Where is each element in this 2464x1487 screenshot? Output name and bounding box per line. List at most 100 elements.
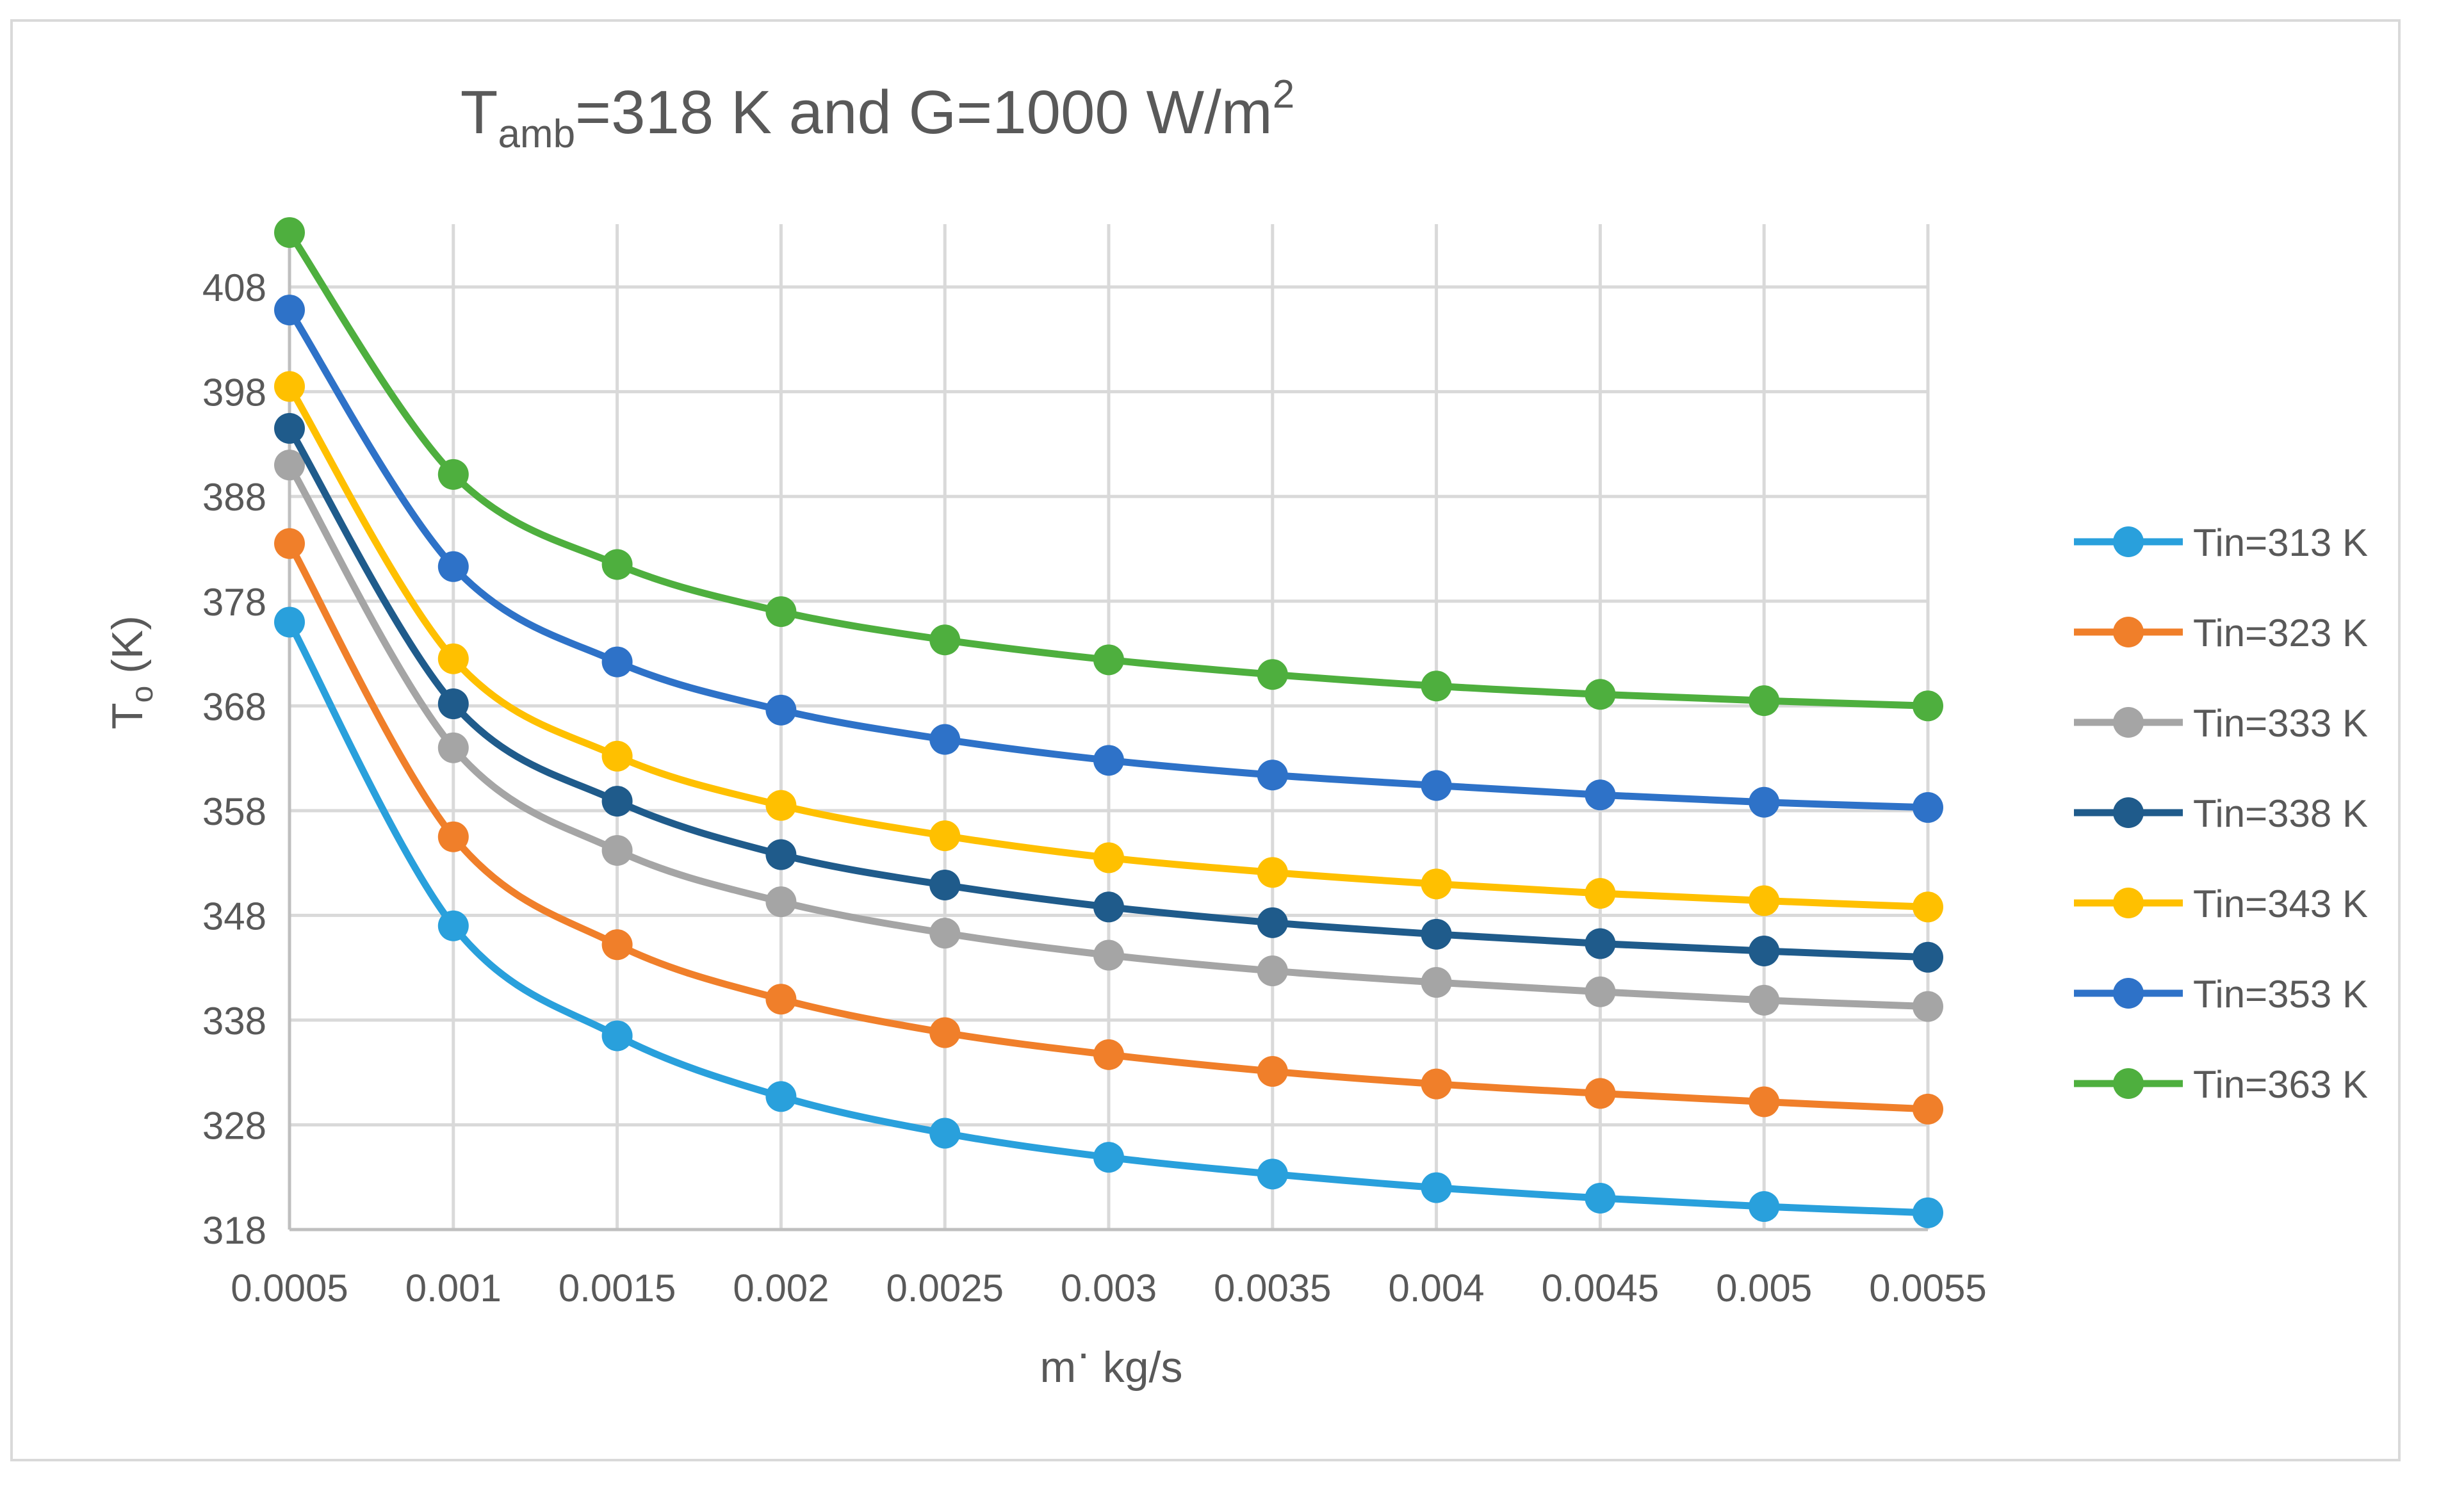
data-point xyxy=(1913,792,1943,823)
data-point xyxy=(1749,685,1780,717)
y-tick-label: 358 xyxy=(202,790,266,833)
legend-label: Tin=353 K xyxy=(2193,973,2368,1016)
x-tick-label: 0.0055 xyxy=(1869,1267,1987,1310)
data-point xyxy=(929,820,961,852)
y-tick-label: 388 xyxy=(202,476,266,519)
data-point xyxy=(765,1081,797,1112)
chart-title: Tamb=318 K and G=1000 W/m2 xyxy=(461,72,1294,156)
data-point xyxy=(929,624,961,656)
data-point xyxy=(1421,1172,1452,1203)
data-point xyxy=(601,740,633,772)
data-point xyxy=(601,549,633,580)
data-point xyxy=(1093,1142,1124,1173)
y-tick-label: 398 xyxy=(202,371,266,414)
chart-title-main: T xyxy=(461,78,498,147)
x-axis-title-rest: kg/s xyxy=(1091,1343,1183,1392)
series-tin-313-k xyxy=(274,606,1943,1228)
legend-label: Tin=363 K xyxy=(2193,1063,2368,1106)
y-tick-label: 328 xyxy=(202,1104,266,1147)
data-point xyxy=(1913,1093,1943,1125)
legend-entry: Tin=313 K xyxy=(2074,521,2368,564)
legend-swatch-marker xyxy=(2113,617,2144,647)
data-point xyxy=(601,786,633,817)
series-tin-338-k xyxy=(274,412,1943,973)
x-tick-label: 0.0045 xyxy=(1542,1267,1660,1310)
data-point xyxy=(1913,941,1943,973)
x-tick-label: 0.002 xyxy=(733,1267,829,1310)
data-point xyxy=(1749,935,1780,966)
data-point xyxy=(929,869,961,900)
data-point xyxy=(1093,745,1124,776)
data-point xyxy=(1749,885,1780,916)
x-tick-label: 0.004 xyxy=(1389,1267,1485,1310)
data-point xyxy=(1585,878,1616,909)
legend-swatch-marker xyxy=(2113,707,2144,738)
grid xyxy=(290,224,1930,1230)
data-point xyxy=(1093,1039,1124,1070)
data-point xyxy=(1913,991,1943,1022)
legend-label: Tin=313 K xyxy=(2193,521,2368,564)
data-point xyxy=(1257,1056,1288,1087)
series-line xyxy=(286,618,1932,1217)
y-tick-label: 338 xyxy=(202,1000,266,1043)
series-tin-323-k xyxy=(274,528,1943,1125)
data-point xyxy=(437,688,469,720)
data-point xyxy=(1749,1086,1780,1117)
series-tin-363-k xyxy=(274,217,1943,722)
data-point xyxy=(1093,939,1124,971)
data-point xyxy=(274,217,305,248)
legend-entry: Tin=353 K xyxy=(2074,973,2368,1016)
data-point xyxy=(929,1117,961,1149)
legend-label: Tin=323 K xyxy=(2193,612,2368,654)
data-point xyxy=(1585,779,1616,811)
series-tin-333-k xyxy=(274,450,1943,1022)
y-tick-label: 378 xyxy=(202,581,266,624)
data-point xyxy=(274,371,305,402)
data-point xyxy=(274,606,305,638)
data-point xyxy=(1257,760,1288,791)
x-tick-label: 0.0025 xyxy=(886,1267,1004,1310)
series xyxy=(274,217,1943,1228)
data-point xyxy=(1913,690,1943,722)
data-point xyxy=(1257,857,1288,888)
legend-swatch-marker xyxy=(2113,797,2144,828)
data-point xyxy=(765,596,797,628)
chart-title-rest: =318 K and G=1000 W/m xyxy=(575,78,1273,147)
data-point xyxy=(1585,976,1616,1007)
legend-entry: Tin=338 K xyxy=(2074,792,2368,835)
data-point xyxy=(765,790,797,821)
data-point xyxy=(437,551,469,582)
data-point xyxy=(437,910,469,941)
y-tick-label: 318 xyxy=(202,1209,266,1252)
y-axis-title-sub: o xyxy=(126,686,159,703)
series-line xyxy=(286,229,1932,710)
data-point xyxy=(765,839,797,870)
data-point xyxy=(437,821,469,852)
y-tick-label: 348 xyxy=(202,895,266,938)
data-point xyxy=(1257,659,1288,690)
data-point xyxy=(601,1020,633,1052)
data-point xyxy=(1913,1197,1943,1228)
y-tick-label: 368 xyxy=(202,685,266,728)
legend-entry: Tin=323 K xyxy=(2074,612,2368,654)
series-line xyxy=(286,382,1932,911)
data-point xyxy=(1421,868,1452,900)
data-point xyxy=(765,886,797,918)
data-point xyxy=(1421,670,1452,702)
data-point xyxy=(1421,967,1452,998)
legend-swatch-marker xyxy=(2113,526,2144,557)
legend-entry: Tin=343 K xyxy=(2074,882,2368,925)
series-line xyxy=(286,461,1932,1011)
chart-title-sub: amb xyxy=(498,112,575,156)
tick-labels: 318 328 338 348 358 368 378 388 398 408 0.0005 0.00… xyxy=(202,266,1987,1310)
series-line xyxy=(286,540,1932,1113)
legend-entry: Tin=333 K xyxy=(2074,702,2368,745)
x-tick-label: 0.005 xyxy=(1716,1267,1812,1310)
y-axis-title: To (K) xyxy=(103,615,159,729)
data-point xyxy=(601,646,633,678)
data-point xyxy=(1585,928,1616,959)
series-tin-343-k xyxy=(274,371,1943,923)
data-point xyxy=(765,984,797,1015)
data-point xyxy=(1749,1191,1780,1223)
